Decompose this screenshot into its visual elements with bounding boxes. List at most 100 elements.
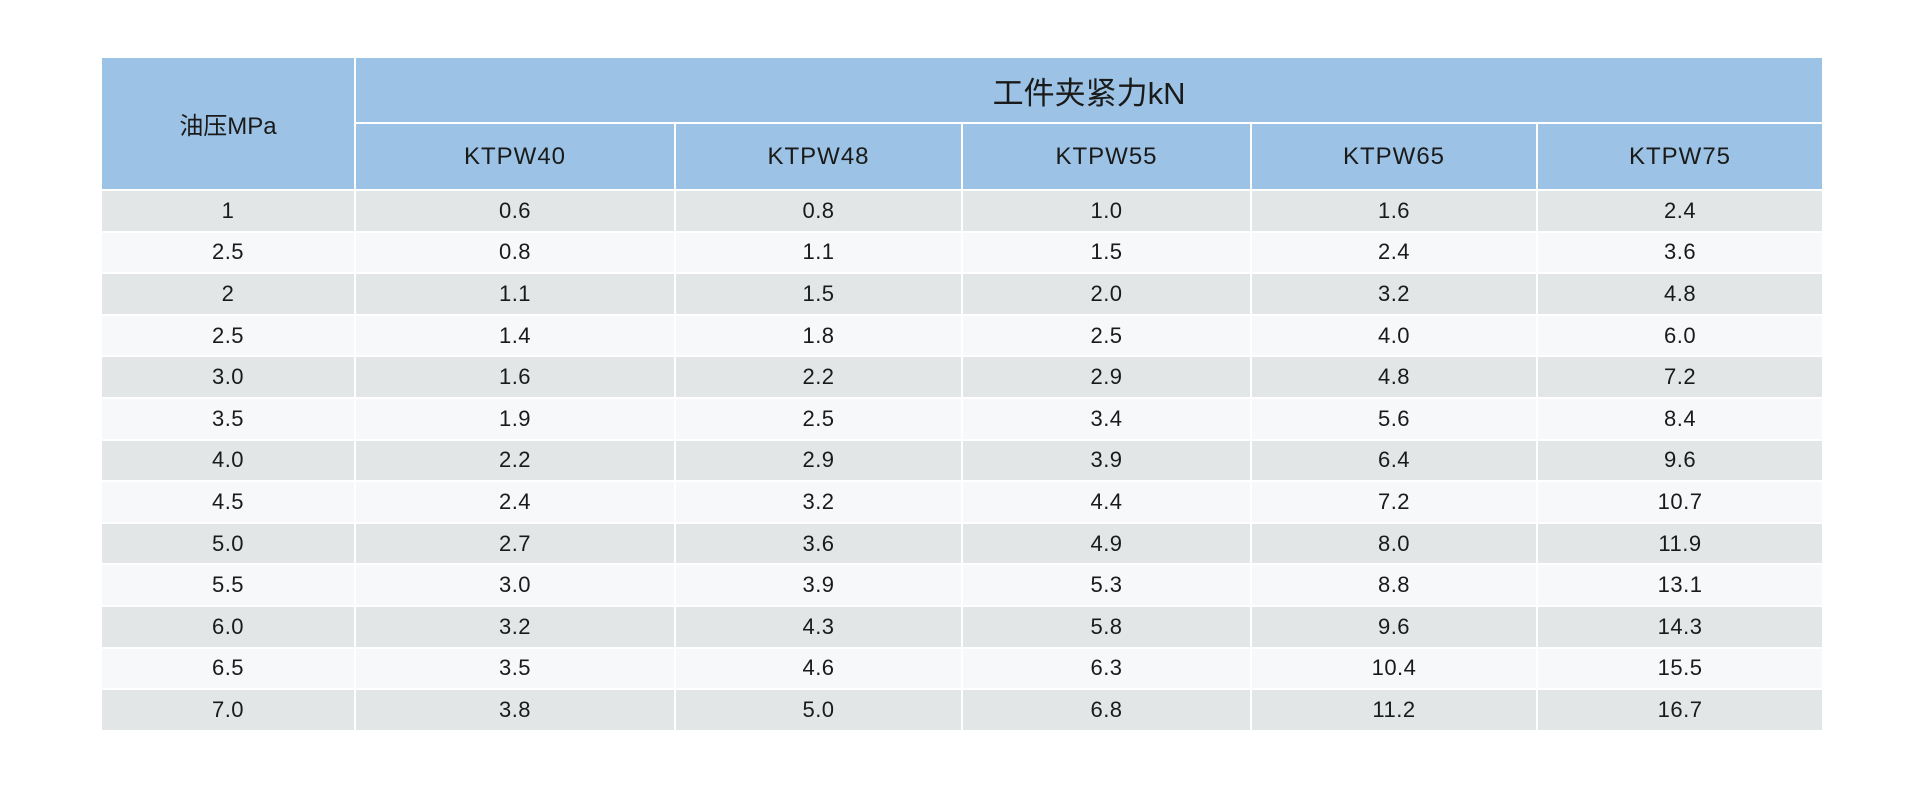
value-cell: 2.7 <box>354 521 676 566</box>
value-cell: 1.6 <box>1250 189 1538 233</box>
table-row: 7.0 3.8 5.0 6.8 11.2 16.7 <box>100 688 1825 732</box>
value-cell: 6.4 <box>1250 438 1538 483</box>
value-cell: 14.3 <box>1535 604 1825 649</box>
pressure-cell: 4.5 <box>100 480 356 524</box>
model-header-ktpw55: KTPW55 <box>961 122 1252 191</box>
value-cell: 1.5 <box>961 230 1252 275</box>
clamping-force-header: 工件夹紧力kN <box>353 56 1825 124</box>
table-row: 3.5 1.9 2.5 3.4 5.6 8.4 <box>100 396 1825 441</box>
pressure-cell: 3.0 <box>100 355 356 399</box>
value-cell: 1.0 <box>961 189 1252 233</box>
value-cell: 3.6 <box>674 521 963 566</box>
model-header-ktpw75: KTPW75 <box>1535 122 1825 191</box>
model-header-ktpw65: KTPW65 <box>1250 122 1538 191</box>
value-cell: 16.7 <box>1535 688 1825 732</box>
clamping-force-table: 油压MPa 工件夹紧力kN KTPW40 KTPW48 KTPW55 KTPW6… <box>100 56 1825 732</box>
value-cell: 4.8 <box>1250 355 1538 399</box>
value-cell: 0.8 <box>354 230 676 275</box>
table-row: 6.0 3.2 4.3 5.8 9.6 14.3 <box>100 604 1825 649</box>
value-cell: 9.6 <box>1535 438 1825 483</box>
value-cell: 2.4 <box>1535 189 1825 233</box>
table-row: 1 0.6 0.8 1.0 1.6 2.4 <box>100 189 1825 233</box>
value-cell: 7.2 <box>1535 355 1825 399</box>
value-cell: 8.0 <box>1250 521 1538 566</box>
table-row: 6.5 3.5 4.6 6.3 10.4 15.5 <box>100 646 1825 691</box>
value-cell: 2.5 <box>961 313 1252 358</box>
model-header-ktpw48: KTPW48 <box>674 122 963 191</box>
pressure-cell: 7.0 <box>100 688 356 732</box>
value-cell: 2.9 <box>961 355 1252 399</box>
value-cell: 11.9 <box>1535 521 1825 566</box>
value-cell: 1.8 <box>674 313 963 358</box>
table-body: 1 0.6 0.8 1.0 1.6 2.4 2.5 0.8 1.1 1.5 2.… <box>100 189 1825 732</box>
value-cell: 2.0 <box>961 272 1252 316</box>
value-cell: 0.8 <box>674 189 963 233</box>
table-row: 2.5 0.8 1.1 1.5 2.4 3.6 <box>100 230 1825 275</box>
value-cell: 15.5 <box>1535 646 1825 691</box>
value-cell: 4.4 <box>961 480 1252 524</box>
oil-pressure-header: 油压MPa <box>100 56 356 191</box>
value-cell: 8.8 <box>1250 563 1538 607</box>
value-cell: 3.4 <box>961 396 1252 441</box>
value-cell: 8.4 <box>1535 396 1825 441</box>
value-cell: 7.2 <box>1250 480 1538 524</box>
model-header-ktpw40: KTPW40 <box>354 122 676 191</box>
table-row: 2 1.1 1.5 2.0 3.2 4.8 <box>100 272 1825 316</box>
value-cell: 3.8 <box>354 688 676 732</box>
value-cell: 2.5 <box>674 396 963 441</box>
value-cell: 1.9 <box>354 396 676 441</box>
value-cell: 2.9 <box>674 438 963 483</box>
value-cell: 13.1 <box>1535 563 1825 607</box>
value-cell: 10.7 <box>1535 480 1825 524</box>
pressure-cell: 2.5 <box>100 313 356 358</box>
pressure-cell: 4.0 <box>100 438 356 483</box>
table-row: 3.0 1.6 2.2 2.9 4.8 7.2 <box>100 355 1825 399</box>
table-header: 油压MPa 工件夹紧力kN KTPW40 KTPW48 KTPW55 KTPW6… <box>100 56 1825 191</box>
value-cell: 5.6 <box>1250 396 1538 441</box>
pressure-cell: 1 <box>100 189 356 233</box>
value-cell: 6.3 <box>961 646 1252 691</box>
value-cell: 4.9 <box>961 521 1252 566</box>
pressure-cell: 5.0 <box>100 521 356 566</box>
pressure-cell: 2.5 <box>100 230 356 275</box>
value-cell: 3.9 <box>674 563 963 607</box>
value-cell: 3.9 <box>961 438 1252 483</box>
table-row: 5.5 3.0 3.9 5.3 8.8 13.1 <box>100 563 1825 607</box>
value-cell: 4.3 <box>674 604 963 649</box>
table-row: 2.5 1.4 1.8 2.5 4.0 6.0 <box>100 313 1825 358</box>
table-row: 4.0 2.2 2.9 3.9 6.4 9.6 <box>100 438 1825 483</box>
pressure-cell: 3.5 <box>100 396 356 441</box>
value-cell: 3.6 <box>1535 230 1825 275</box>
value-cell: 10.4 <box>1250 646 1538 691</box>
pressure-cell: 6.0 <box>100 604 356 649</box>
value-cell: 2.2 <box>674 355 963 399</box>
value-cell: 11.2 <box>1250 688 1538 732</box>
header-row-group: 油压MPa 工件夹紧力kN <box>100 56 1825 191</box>
value-cell: 5.8 <box>961 604 1252 649</box>
value-cell: 4.0 <box>1250 313 1538 358</box>
value-cell: 2.4 <box>354 480 676 524</box>
value-cell: 9.6 <box>1250 604 1538 649</box>
pressure-cell: 5.5 <box>100 563 356 607</box>
value-cell: 6.8 <box>961 688 1252 732</box>
header-row-models: KTPW40 KTPW48 KTPW55 KTPW65 KTPW75 <box>101 122 1825 191</box>
value-cell: 2.2 <box>354 438 676 483</box>
value-cell: 1.1 <box>674 230 963 275</box>
table-row: 5.0 2.7 3.6 4.9 8.0 11.9 <box>100 521 1825 566</box>
value-cell: 3.0 <box>354 563 676 607</box>
table-row: 4.5 2.4 3.2 4.4 7.2 10.7 <box>100 480 1825 524</box>
value-cell: 1.5 <box>674 272 963 316</box>
pressure-cell: 6.5 <box>100 646 356 691</box>
value-cell: 1.4 <box>354 313 676 358</box>
value-cell: 3.5 <box>354 646 676 691</box>
value-cell: 3.2 <box>1250 272 1538 316</box>
value-cell: 4.6 <box>674 646 963 691</box>
value-cell: 1.1 <box>354 272 676 316</box>
value-cell: 5.0 <box>674 688 963 732</box>
pressure-cell: 2 <box>100 272 356 316</box>
value-cell: 6.0 <box>1535 313 1825 358</box>
value-cell: 3.2 <box>354 604 676 649</box>
value-cell: 1.6 <box>354 355 676 399</box>
value-cell: 2.4 <box>1250 230 1538 275</box>
value-cell: 4.8 <box>1535 272 1825 316</box>
